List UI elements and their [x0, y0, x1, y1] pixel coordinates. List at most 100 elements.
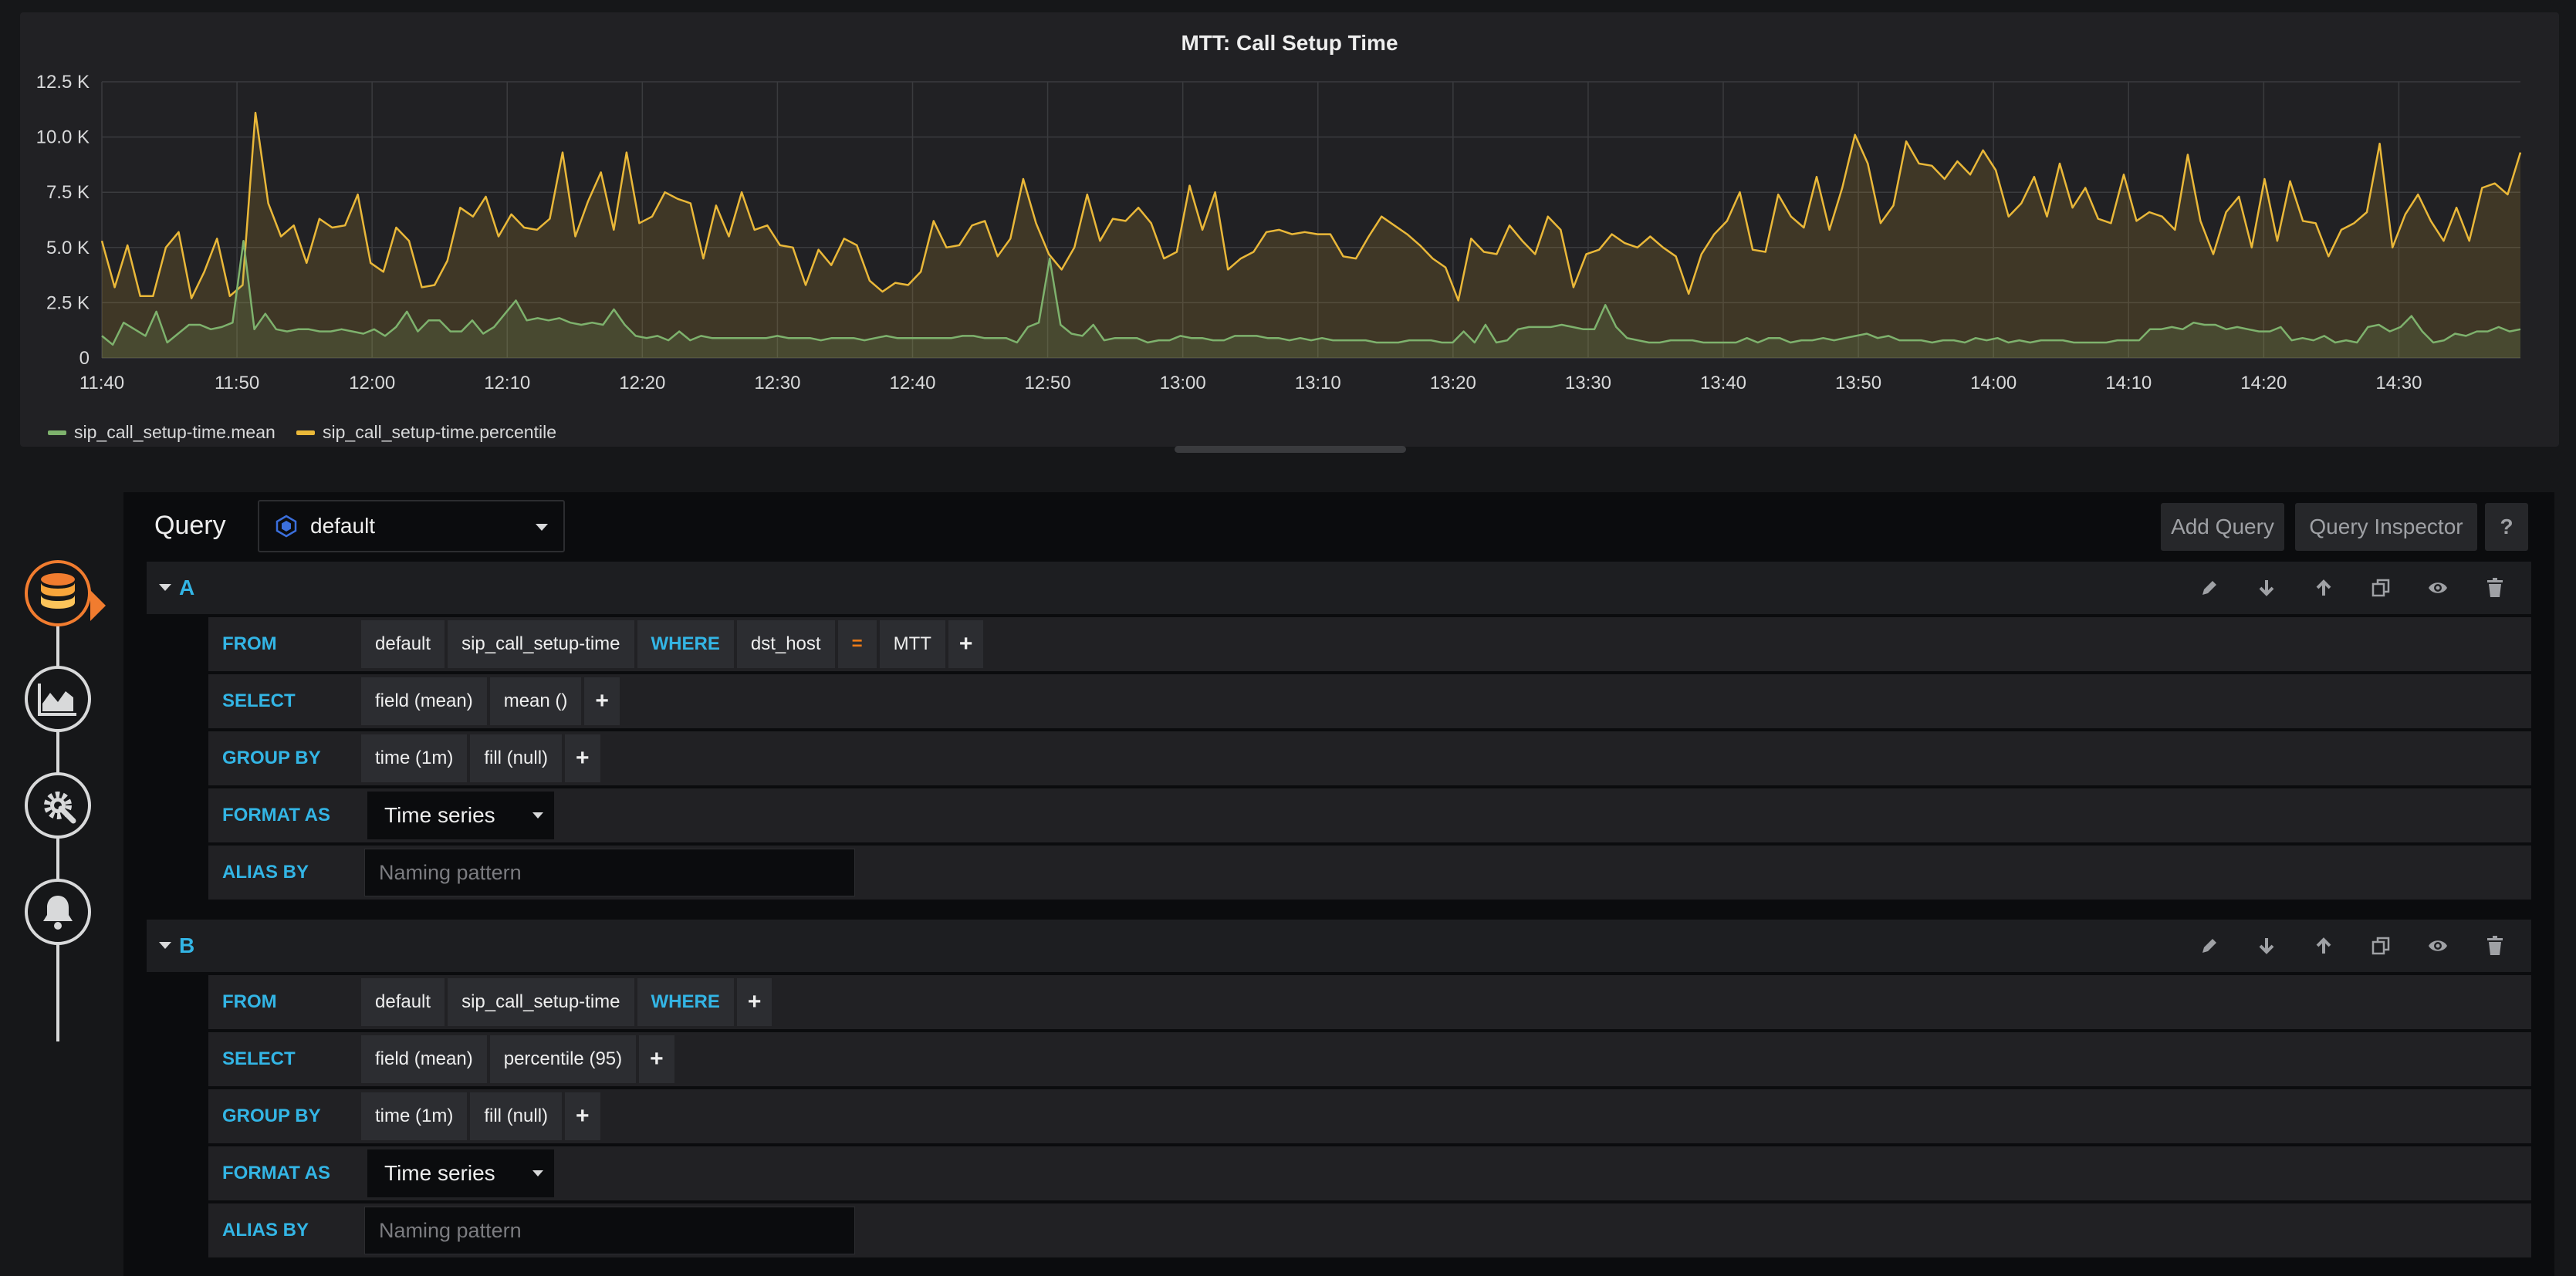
select-keyword: SELECT	[208, 674, 357, 728]
query-a-alias-row: ALIAS BY	[208, 846, 2531, 900]
add-query-button[interactable]: Add Query	[2161, 503, 2284, 551]
measurement-segment[interactable]: sip_call_setup-time	[448, 978, 634, 1026]
x-tick-label: 12:00	[349, 373, 395, 393]
move-up-icon[interactable]	[2295, 562, 2352, 614]
series-line-1	[100, 111, 2522, 302]
legend-item-mean[interactable]: sip_call_setup-time.mean	[48, 422, 276, 443]
legend-item-percentile[interactable]: sip_call_setup-time.percentile	[296, 422, 556, 443]
query-heading: Query	[154, 511, 226, 540]
move-down-icon[interactable]	[2238, 562, 2295, 614]
alias-keyword: ALIAS BY	[208, 846, 357, 900]
duplicate-icon[interactable]	[2352, 562, 2409, 614]
policy-segment[interactable]: default	[361, 978, 445, 1026]
x-tick-label: 14:00	[1970, 373, 2017, 393]
legend-label-mean: sip_call_setup-time.mean	[74, 422, 276, 442]
delete-trash-icon[interactable]	[2466, 920, 2524, 972]
add-where-plus-button[interactable]: +	[948, 620, 984, 668]
alias-input[interactable]	[364, 1207, 855, 1254]
query-a-select-row: SELECT field (mean) mean () +	[208, 674, 2531, 728]
x-tick-label: 12:50	[1025, 373, 1071, 393]
select-aggregation-segment[interactable]: mean ()	[489, 677, 582, 725]
duplicate-icon[interactable]	[2352, 920, 2409, 972]
delete-trash-icon[interactable]	[2466, 562, 2524, 614]
move-down-icon[interactable]	[2238, 920, 2295, 972]
format-select[interactable]: Time series	[367, 792, 554, 839]
collapse-caret-icon[interactable]	[159, 584, 171, 591]
y-tick-label: 10.0 K	[36, 127, 90, 148]
nav-visualization[interactable]	[25, 666, 91, 732]
series-area-0	[102, 241, 2520, 358]
where-key-segment[interactable]: dst_host	[736, 620, 835, 668]
panel-title[interactable]: MTT: Call Setup Time	[1181, 31, 1398, 55]
groupby-keyword: GROUP BY	[208, 1089, 357, 1143]
datasource-picker[interactable]: default	[258, 500, 565, 552]
x-tick-label: 14:20	[2240, 373, 2287, 393]
query-b-groupby-row: GROUP BY time (1m) fill (null) +	[208, 1089, 2531, 1143]
query-editor: Query default Add Query Query Inspector …	[123, 492, 2554, 1276]
query-a-from-row: FROM default sip_call_setup-time WHERE d…	[208, 617, 2531, 671]
where-keyword: WHERE	[637, 620, 734, 668]
x-tick-label: 12:40	[889, 373, 935, 393]
y-tick-label: 2.5 K	[46, 292, 90, 313]
where-operator-segment[interactable]: =	[837, 620, 877, 668]
query-inspector-button[interactable]: Query Inspector	[2295, 503, 2477, 551]
query-b-alias-row: ALIAS BY	[208, 1203, 2531, 1257]
datasource-name: default	[310, 514, 376, 538]
x-tick-label: 11:50	[215, 373, 259, 393]
chevron-down-icon	[536, 524, 548, 531]
from-keyword: FROM	[208, 617, 357, 671]
group-fill-segment[interactable]: fill (null)	[470, 1092, 563, 1140]
help-button[interactable]: ?	[2485, 503, 2528, 551]
select-aggregation-segment[interactable]: percentile (95)	[489, 1035, 637, 1083]
alias-input[interactable]	[364, 849, 855, 896]
group-time-segment[interactable]: time (1m)	[361, 734, 468, 782]
add-group-plus-button[interactable]: +	[565, 734, 600, 782]
y-tick-label: 12.5 K	[36, 72, 90, 93]
x-tick-label: 14:30	[2375, 373, 2422, 393]
where-keyword: WHERE	[637, 978, 734, 1026]
policy-segment[interactable]: default	[361, 620, 445, 668]
query-a-groupby-row: GROUP BY time (1m) fill (null) +	[208, 731, 2531, 785]
x-tick-label: 13:50	[1835, 373, 1881, 393]
add-group-plus-button[interactable]: +	[565, 1092, 600, 1140]
panel-resize-handle[interactable]	[1175, 446, 1406, 453]
toggle-visibility-eye-icon[interactable]	[2409, 920, 2466, 972]
select-field-segment[interactable]: field (mean)	[361, 1035, 487, 1083]
collapse-caret-icon[interactable]	[159, 942, 171, 949]
select-field-segment[interactable]: field (mean)	[361, 677, 487, 725]
toggle-visibility-eye-icon[interactable]	[2409, 562, 2466, 614]
add-select-plus-button[interactable]: +	[639, 1035, 674, 1083]
query-b-from-row: FROM default sip_call_setup-time WHERE +	[208, 975, 2531, 1029]
query-row-header-a[interactable]: A	[147, 562, 2531, 614]
series-line-0	[101, 239, 2521, 346]
add-where-plus-button[interactable]: +	[736, 978, 772, 1026]
visualization-icon	[38, 684, 76, 716]
alias-keyword: ALIAS BY	[208, 1203, 357, 1257]
edit-pencil-icon[interactable]	[2181, 562, 2238, 614]
editor-sidenav	[0, 494, 116, 1276]
active-nav-arrow	[90, 590, 106, 621]
format-select[interactable]: Time series	[367, 1149, 554, 1197]
x-tick-label: 11:40	[79, 373, 124, 393]
nav-queries[interactable]	[25, 560, 91, 626]
x-tick-label: 13:20	[1430, 373, 1476, 393]
query-row-header-b[interactable]: B	[147, 920, 2531, 972]
move-up-icon[interactable]	[2295, 920, 2352, 972]
group-fill-segment[interactable]: fill (null)	[470, 734, 563, 782]
edit-pencil-icon[interactable]	[2181, 920, 2238, 972]
query-ref-id: A	[179, 576, 195, 599]
nav-general-settings[interactable]	[25, 772, 91, 839]
database-icon	[41, 573, 75, 609]
x-tick-label: 12:10	[484, 373, 530, 393]
x-tick-label: 13:00	[1160, 373, 1206, 393]
x-tick-label: 14:10	[2105, 373, 2152, 393]
where-value-segment[interactable]: MTT	[879, 620, 945, 668]
nav-alert[interactable]	[25, 879, 91, 945]
measurement-segment[interactable]: sip_call_setup-time	[448, 620, 634, 668]
chart: 0 2.5 K 5.0 K 7.5 K 10.0 K 12.5 K 11:40 11:50 12…	[36, 72, 2522, 393]
legend-swatch-percentile	[296, 430, 315, 435]
legend-label-percentile: sip_call_setup-time.percentile	[323, 422, 556, 442]
group-time-segment[interactable]: time (1m)	[361, 1092, 468, 1140]
format-keyword: FORMAT AS	[208, 788, 357, 842]
add-select-plus-button[interactable]: +	[584, 677, 620, 725]
